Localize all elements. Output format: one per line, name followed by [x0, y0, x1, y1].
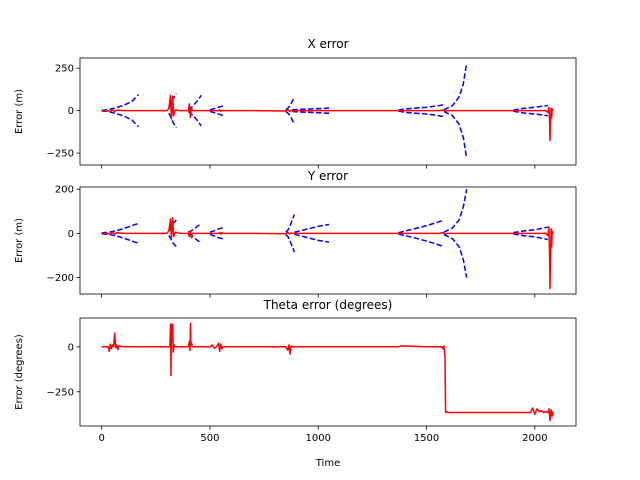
x-error-bound-line-17 [513, 104, 548, 111]
x-error-bound-line-10 [285, 110, 296, 125]
y-error-bound-line-17 [513, 226, 548, 234]
y-error-bound-line-2 [101, 233, 139, 244]
x-error-bound-line-4 [168, 112, 178, 129]
y-error-bound-line-3 [168, 219, 177, 232]
theta-error-error-line [101, 322, 554, 422]
theta-error-y-tick-label: 0 [68, 342, 74, 353]
y-error-bound-line-11 [294, 223, 330, 233]
y-error-x-ticks [101, 294, 536, 298]
theta-error-title: Theta error (degrees) [263, 298, 393, 312]
y-error-y-tick-label: 200 [55, 185, 74, 196]
x-error-y-tick-label: 250 [55, 64, 74, 75]
theta-error-x-ticks: 0 500 1000 1500 2000 [98, 426, 548, 444]
y-error-title: Y error [307, 169, 348, 183]
subplot-x-error: −250 0 250 X error Error (m) [14, 37, 577, 169]
theta-error-y-tick-label: −250 [47, 387, 74, 398]
y-error-plot-area [101, 189, 554, 290]
y-error-bound-line-10 [285, 233, 296, 253]
theta-error-y-axis-label: Error (degrees) [14, 334, 25, 410]
y-error-axes-frame [79, 186, 577, 295]
x-error-bound-line-16 [443, 110, 468, 159]
theta-error-plot-area [101, 322, 554, 422]
theta-error-x-tick-label: 1000 [306, 433, 331, 444]
y-error-bound-line-8 [209, 233, 224, 240]
y-error-error-line [101, 217, 554, 290]
x-error-title: X error [307, 37, 348, 51]
y-error-y-axis-label: Error (m) [14, 218, 25, 263]
x-error-bound-line-13 [398, 103, 445, 111]
y-error-bound-line-14 [398, 233, 445, 248]
theta-error-x-tick-label: 500 [200, 433, 219, 444]
y-error-bound-line-7 [209, 227, 224, 233]
y-error-bound-line-1 [101, 222, 139, 234]
x-error-y-axis-label: Error (m) [14, 89, 25, 134]
x-error-y-ticks: −250 0 250 [47, 64, 80, 160]
x-error-bound-line-14 [398, 110, 445, 118]
x-error-bound-line-15 [443, 62, 468, 111]
x-error-y-tick-label: −250 [47, 149, 74, 160]
theta-error-axes-frame [79, 317, 577, 427]
x-error-bound-line-18 [513, 110, 548, 117]
x-error-plot-area [101, 62, 554, 159]
theta-error-x-tick-label: 2000 [522, 433, 547, 444]
x-error-bound-line-7 [209, 105, 224, 111]
y-error-bound-line-18 [513, 233, 548, 241]
x-error-bound-line-11 [292, 107, 330, 111]
theta-error-x-tick-label: 1500 [414, 433, 439, 444]
y-error-bound-line-13 [398, 219, 445, 234]
x-error-axes-frame [79, 57, 577, 166]
subplot-theta-error: −250 0 0 500 1000 1500 2000 Theta error (degr… [14, 298, 577, 469]
y-error-y-ticks: −200 0 200 [47, 185, 80, 284]
subplot-y-error: −200 0 200 Y error Error (m) [14, 169, 577, 298]
theta-error-y-ticks: −250 0 [47, 342, 80, 398]
x-error-bound-line-1 [101, 94, 140, 112]
x-error-y-tick-label: 0 [68, 106, 74, 117]
x-error-bound-line-12 [292, 110, 330, 114]
x-error-x-ticks [101, 165, 536, 169]
theta-error-x-axis-label: Time [315, 458, 340, 469]
y-error-bound-line-9 [285, 214, 296, 233]
x-error-bound-line-8 [209, 110, 224, 117]
x-error-bound-line-9 [285, 96, 296, 111]
y-error-bound-line-15 [443, 189, 468, 233]
y-error-y-tick-label: −200 [47, 273, 74, 284]
y-error-bound-line-4 [168, 235, 177, 248]
x-error-error-line [101, 94, 554, 142]
y-error-bound-line-16 [443, 233, 468, 278]
y-error-y-tick-label: 0 [68, 229, 74, 240]
theta-error-x-tick-label: 0 [98, 433, 104, 444]
y-error-bound-line-12 [294, 233, 330, 243]
x-error-bound-line-2 [101, 110, 140, 128]
